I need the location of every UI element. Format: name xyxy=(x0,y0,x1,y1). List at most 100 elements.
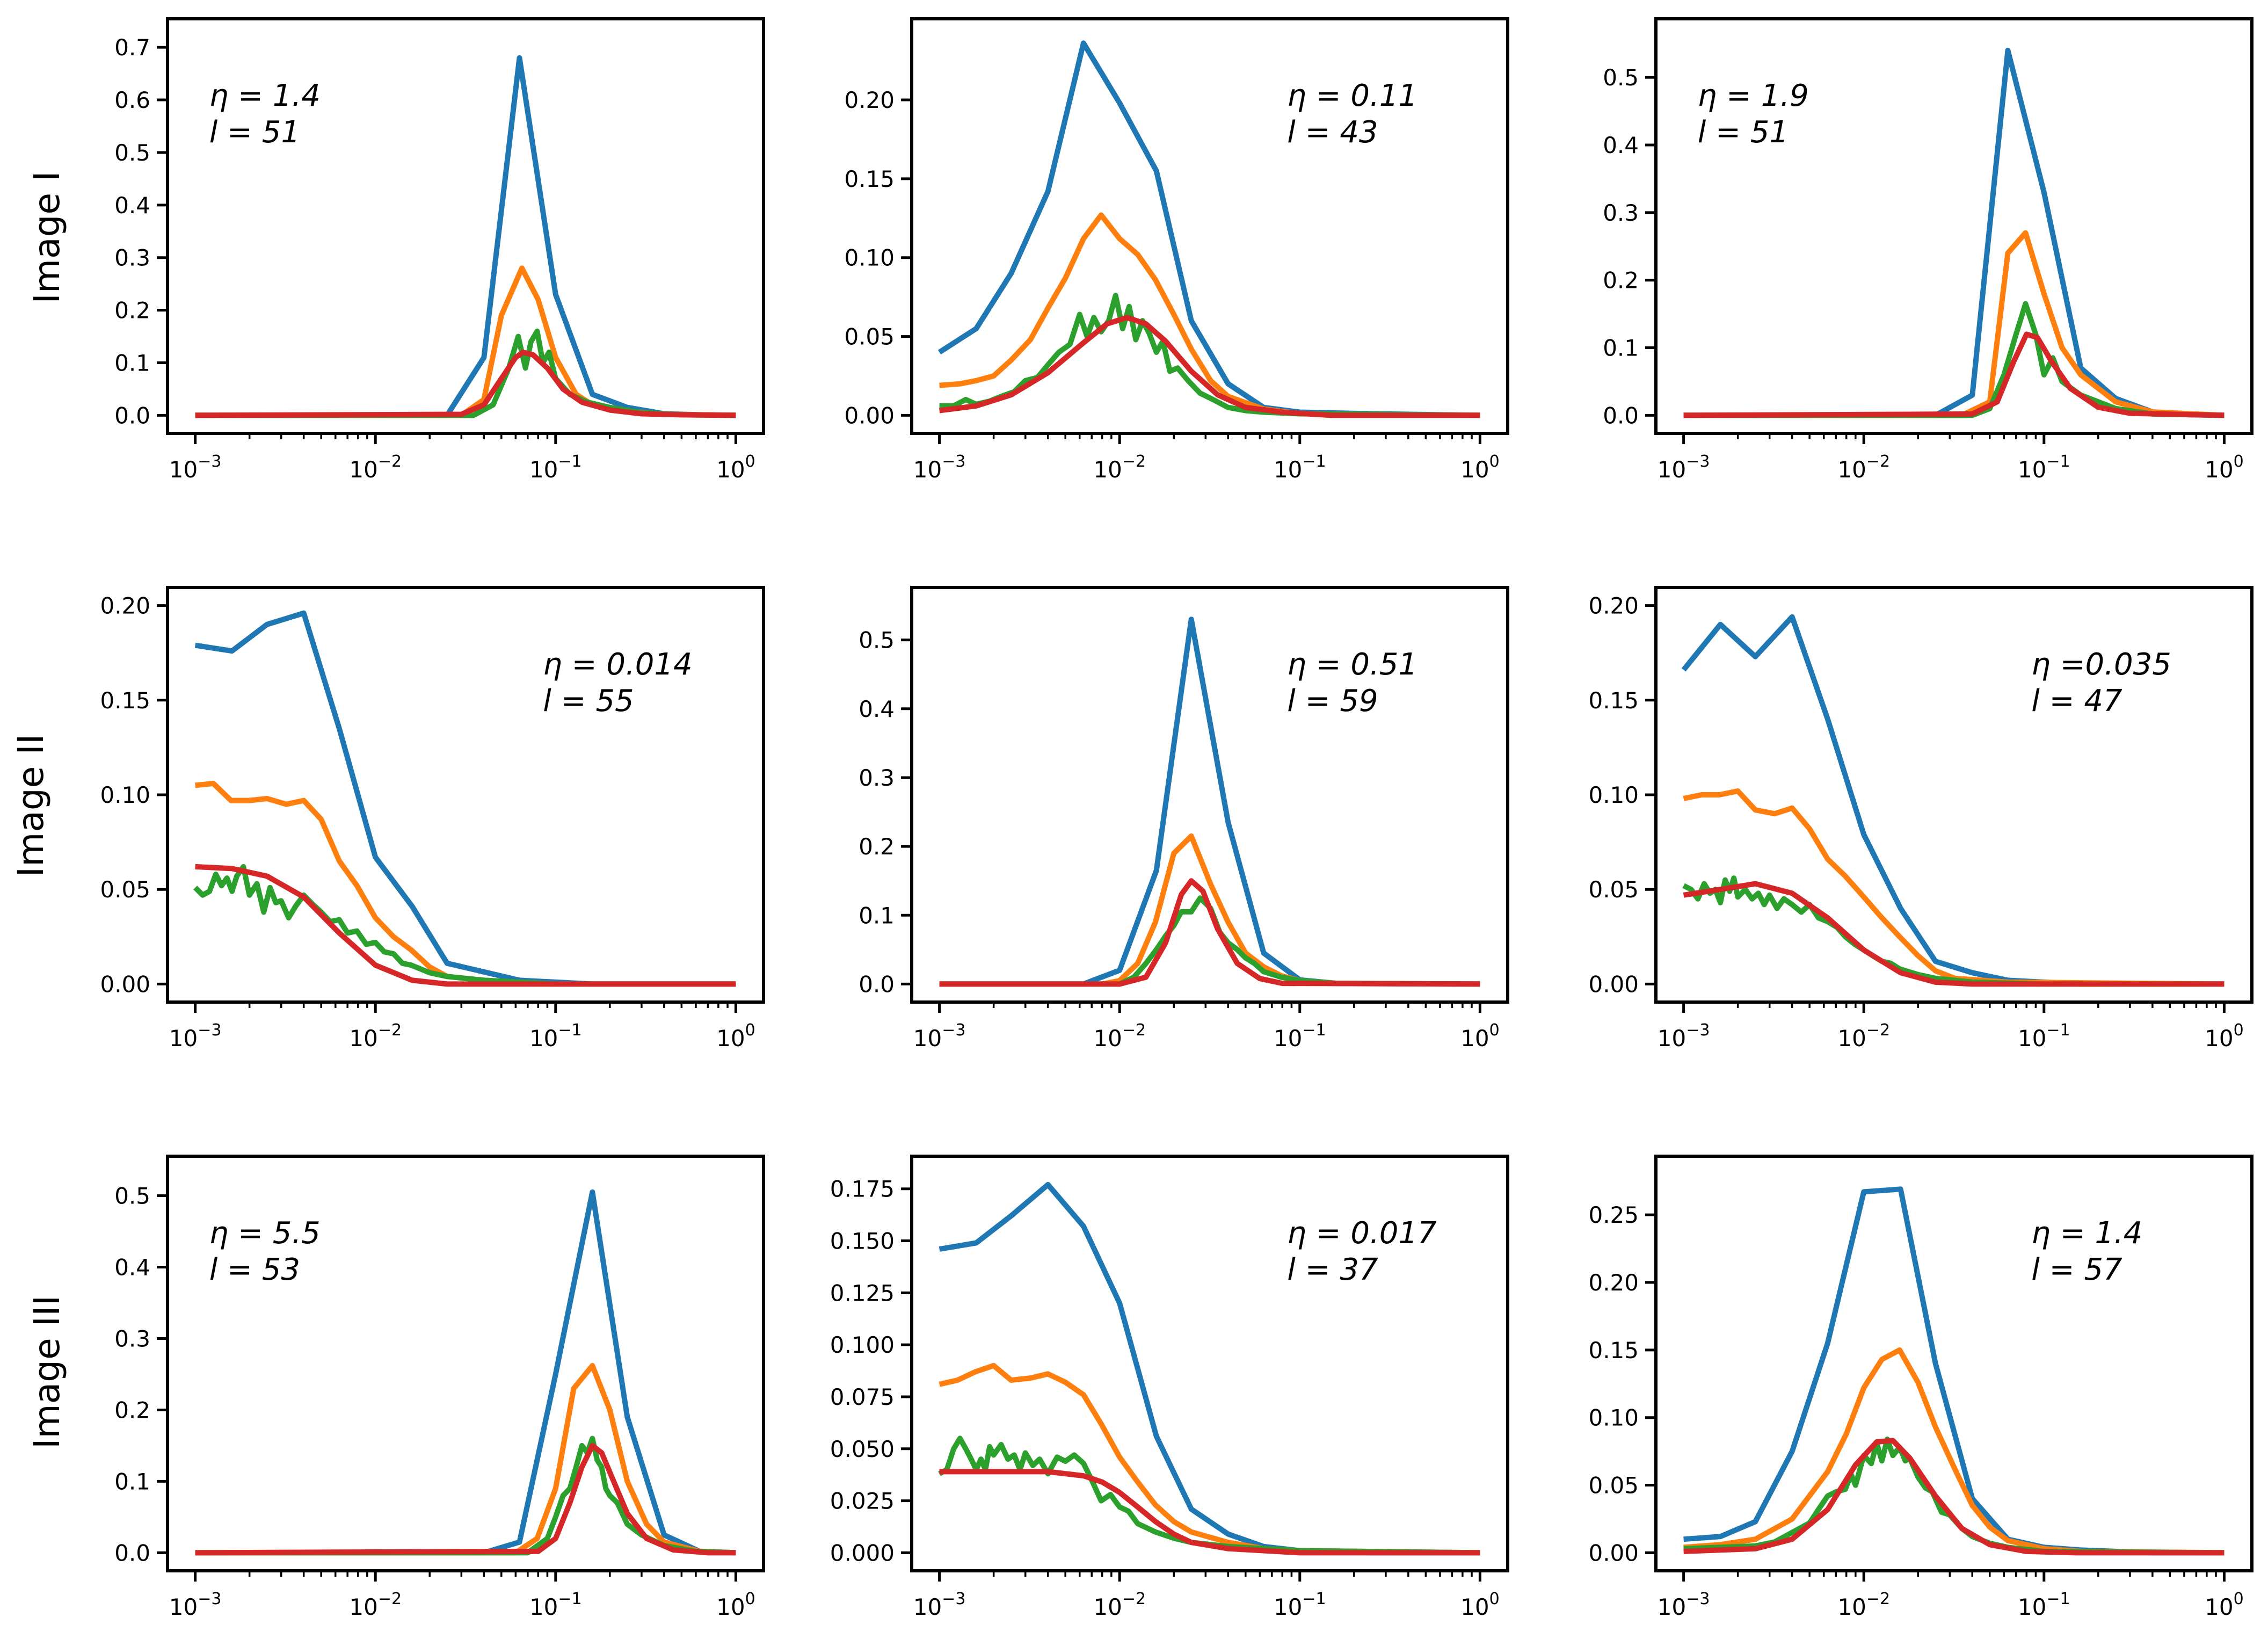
series-line-red xyxy=(1683,1438,2225,1556)
axes-frame xyxy=(166,17,765,435)
y-tick-label: 0.150 xyxy=(830,1228,895,1254)
x-tick-label: 10−3 xyxy=(1658,452,1710,483)
y-tick-label: 0.2 xyxy=(114,298,150,324)
x-tick-label: 10−1 xyxy=(1274,452,1326,483)
subplot-r1-c2: 0.00 0.05 0.10 0.15 0.20 10−3 10−2 10−1 100 η = 0… xyxy=(844,17,1509,483)
x-tick-label: 100 xyxy=(716,452,755,483)
series-line-green xyxy=(938,1435,1480,1556)
y-tick-label: 0.1 xyxy=(859,902,895,929)
x-tick-label: 100 xyxy=(1460,452,1500,483)
subplot-r3-c3: 0.00 0.05 0.10 0.15 0.20 0.25 10−3 10−2 10−1 100 η… xyxy=(1588,1155,2254,1620)
y-tick-label: 0.075 xyxy=(830,1384,895,1410)
y-tick-label: 0.05 xyxy=(1588,1473,1639,1499)
y-tick-label: 0.10 xyxy=(1588,1405,1639,1431)
y-tick-label: 0.5 xyxy=(114,140,150,166)
x-tick-label: 100 xyxy=(1460,1590,1500,1620)
series-line-orange xyxy=(1683,230,2225,418)
x-tick-label: 10−2 xyxy=(1837,1590,1890,1620)
subplot-r1-c1: 0.0 0.1 0.2 0.3 0.4 0.5 0.6 0.7 10−3 10−2 10−1 100 η… xyxy=(114,17,765,483)
y-tick-label: 0.0 xyxy=(114,402,150,429)
x-tick-label: 10−1 xyxy=(2018,1021,2070,1051)
x-tick-label: 10−3 xyxy=(1658,1590,1710,1620)
series-line-red xyxy=(195,349,736,418)
y-tick-label: 0.175 xyxy=(830,1176,895,1202)
annotation-eta: η = 0.017 xyxy=(1287,1216,1437,1251)
series-group xyxy=(195,55,736,418)
y-tick-label: 0.25 xyxy=(1588,1202,1639,1228)
y-tick-label: 0.4 xyxy=(1603,132,1639,158)
x-tick-label: 10−1 xyxy=(529,1021,582,1051)
y-tick-label: 0.20 xyxy=(844,87,895,113)
x-tick-label: 10−2 xyxy=(1837,1021,1890,1051)
y-tick-label: 0.4 xyxy=(114,192,150,219)
row-label-image-i: Image I xyxy=(26,171,68,303)
x-tick-label: 10−3 xyxy=(169,452,222,483)
x-tick-label: 10−3 xyxy=(169,1021,222,1051)
series-line-orange xyxy=(939,212,1480,418)
y-tick-label: 0.20 xyxy=(100,593,150,619)
y-tick-label: 0.2 xyxy=(859,833,895,860)
y-tick-label: 0.7 xyxy=(114,34,150,61)
y-tick-label: 0.100 xyxy=(830,1332,895,1358)
y-tick-label: 0.0 xyxy=(114,1540,150,1566)
y-tick-label: 0.15 xyxy=(844,166,895,192)
x-tick-label: 10−3 xyxy=(913,1021,966,1051)
y-tick-label: 0.1 xyxy=(114,1468,150,1495)
x-tick-label: 10−2 xyxy=(349,1021,402,1051)
y-tick-label: 0.0 xyxy=(859,971,895,997)
y-tick-label: 0.15 xyxy=(1588,687,1639,714)
y-tick-label: 0.10 xyxy=(100,782,150,808)
y-tick-label: 0.2 xyxy=(1603,267,1639,294)
x-tick-label: 10−2 xyxy=(349,452,402,483)
axes-frame xyxy=(910,586,1509,1004)
series-group xyxy=(1683,1186,2225,1556)
y-tick-label: 0.10 xyxy=(844,245,895,271)
y-tick-label: 0.00 xyxy=(1588,971,1639,997)
y-tick-label: 0.3 xyxy=(1603,200,1639,226)
y-tick-label: 0.6 xyxy=(114,87,150,113)
series-group xyxy=(195,1189,736,1556)
y-tick-label: 0.15 xyxy=(100,687,150,714)
subplot-r3-c1: 0.0 0.1 0.2 0.3 0.4 0.5 10−3 10−2 10−1 100 η = 5.5… xyxy=(114,1155,765,1620)
annotation-eta: η = 1.4 xyxy=(2031,1216,2142,1251)
axes-frame xyxy=(910,1155,1509,1572)
x-tick-label: 100 xyxy=(2205,452,2244,483)
annotation-l: l = 37 xyxy=(1287,1252,1378,1287)
annotation-eta: η = 0.51 xyxy=(1287,647,1418,682)
annotation-l: l = 53 xyxy=(209,1252,300,1287)
x-tick-label: 10−1 xyxy=(1274,1590,1326,1620)
y-tick-label: 0.3 xyxy=(859,765,895,791)
series-line-red xyxy=(939,1469,1480,1556)
y-tick-label: 0.15 xyxy=(1588,1337,1639,1364)
x-tick-label: 10−3 xyxy=(913,1590,966,1620)
y-tick-label: 0.000 xyxy=(830,1540,895,1566)
series-line-green xyxy=(1682,875,2225,987)
row-label-image-ii: Image II xyxy=(10,734,52,877)
x-tick-label: 10−3 xyxy=(913,452,966,483)
subplot-r2-c1: 0.00 0.05 0.10 0.15 0.20 10−3 10−2 10−1 100 η = 0… xyxy=(100,586,765,1051)
y-tick-label: 0.4 xyxy=(114,1254,150,1280)
y-tick-label: 0.20 xyxy=(1588,1270,1639,1296)
x-tick-label: 100 xyxy=(1460,1021,1500,1051)
annotation-eta: η =0.035 xyxy=(2031,647,2171,682)
annotation-eta: η = 0.014 xyxy=(543,647,692,682)
x-tick-label: 100 xyxy=(716,1590,755,1620)
series-group xyxy=(938,1181,1480,1556)
series-line-orange xyxy=(1683,788,2225,987)
row-label-image-iii: Image III xyxy=(26,1295,68,1449)
series-line-red xyxy=(1683,331,2225,418)
series-line-red xyxy=(939,315,1480,418)
series-group xyxy=(1681,614,2225,987)
annotation-l: l = 51 xyxy=(209,115,300,150)
y-tick-label: 0.10 xyxy=(1588,782,1639,808)
y-tick-label: 0.025 xyxy=(830,1488,895,1514)
annotation-l: l = 59 xyxy=(1287,684,1378,719)
subplot-r2-c2: 0.0 0.1 0.2 0.3 0.4 0.5 10−3 10−2 10−1 100 η = 0.5… xyxy=(859,586,1509,1051)
y-tick-label: 0.5 xyxy=(1603,64,1639,91)
y-tick-label: 0.050 xyxy=(830,1436,895,1462)
x-tick-label: 10−3 xyxy=(169,1590,222,1620)
series-group xyxy=(937,40,1480,418)
series-group xyxy=(1683,47,2225,418)
y-tick-label: 0.05 xyxy=(844,324,895,350)
annotation-l: l = 57 xyxy=(2031,1252,2122,1287)
